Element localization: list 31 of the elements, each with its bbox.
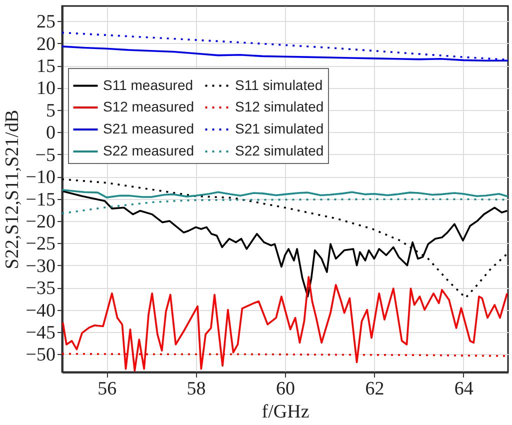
y-tick-label: −40: [26, 300, 56, 322]
legend-label: S22 simulated: [235, 142, 324, 158]
y-tick-label: 15: [36, 56, 56, 78]
y-tick-label: −10: [26, 167, 56, 188]
y-tick-label: −20: [26, 211, 56, 232]
y-tick-label: −45: [26, 322, 56, 344]
y-axis-title: S22,S12,S11,S21/dB: [2, 110, 23, 270]
x-tick-label: 56: [98, 378, 117, 400]
legend-label: S12 simulated: [235, 98, 324, 114]
legend-label: S11 simulated: [235, 76, 323, 93]
legend-label: S11 measured: [103, 76, 194, 93]
y-tick-label: −35: [26, 278, 56, 300]
x-axis-title: f/GHz: [262, 402, 310, 422]
y-tick-label: −15: [26, 189, 56, 210]
y-tick-label: 20: [36, 34, 56, 55]
x-tick-label: 58: [186, 378, 206, 400]
y-tick-label: −50: [26, 344, 56, 366]
y-tick-label: −5: [35, 144, 56, 166]
legend-label: S22 measured: [103, 142, 194, 158]
legend-label: S12 measured: [103, 98, 194, 114]
x-tick-label: 62: [365, 378, 384, 400]
y-tick-label: 10: [36, 78, 56, 100]
x-tick-label: 60: [276, 378, 295, 400]
y-tick-label: 25: [36, 12, 56, 33]
legend-label: S21 measured: [103, 120, 194, 136]
y-tick-label: 0: [46, 122, 56, 144]
legend-label: S21 simulated: [235, 120, 324, 136]
y-tick-label: −25: [26, 234, 56, 255]
y-tick-label: −30: [26, 256, 56, 277]
x-tick-label: 64: [454, 378, 474, 400]
y-tick-label: 5: [46, 100, 56, 122]
